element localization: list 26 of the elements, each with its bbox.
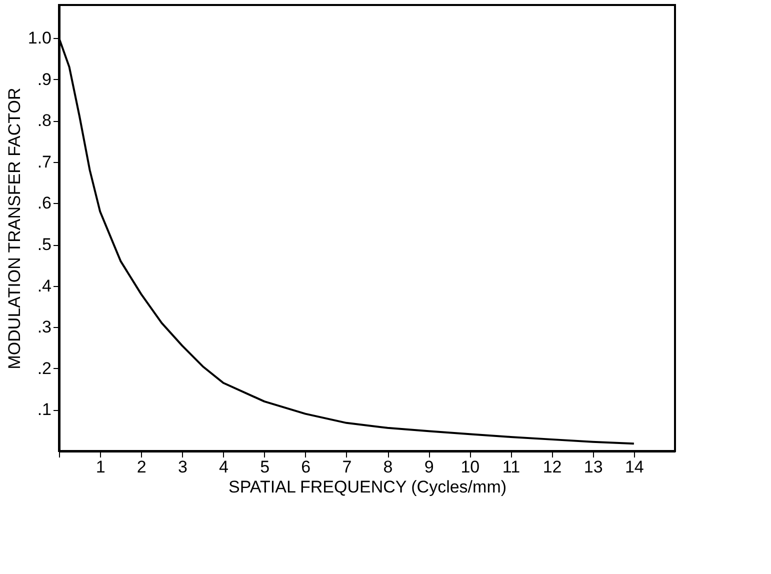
y-tick-label: .5 [37, 235, 52, 254]
x-tick-label: 8 [383, 458, 393, 476]
x-tick-label: 14 [624, 458, 644, 476]
x-tick-label: 2 [136, 458, 146, 476]
y-tick-label: .2 [37, 358, 52, 378]
y-tick-label: 1.0 [28, 28, 52, 48]
x-tick-label: 9 [424, 458, 434, 476]
y-tick-label: .6 [37, 194, 52, 213]
y-tick-label: .1 [37, 400, 52, 420]
x-tick-label: 11 [502, 458, 520, 476]
x-tick-label: 4 [219, 458, 228, 476]
x-tick-label: 7 [342, 458, 352, 476]
y-tick-label: .4 [37, 276, 52, 296]
y-axis-title: MODULATION TRANSFER FACTOR [4, 88, 24, 370]
x-tick-label: 1 [96, 458, 106, 476]
y-tick-label: .3 [37, 318, 52, 337]
y-tick-label: .9 [37, 70, 52, 89]
x-tick-label: 5 [260, 458, 270, 476]
x-tick-label: 13 [584, 458, 603, 476]
y-tick-label: .7 [37, 152, 52, 172]
x-tick-label: 12 [542, 458, 562, 476]
x-axis-title: SPATIAL FREQUENCY (Cycles/mm) [228, 478, 507, 496]
x-tick-label: 10 [460, 458, 480, 476]
y-tick-label: .8 [37, 111, 52, 130]
x-tick-label: 3 [178, 458, 188, 476]
x-tick-label: 6 [301, 458, 311, 476]
